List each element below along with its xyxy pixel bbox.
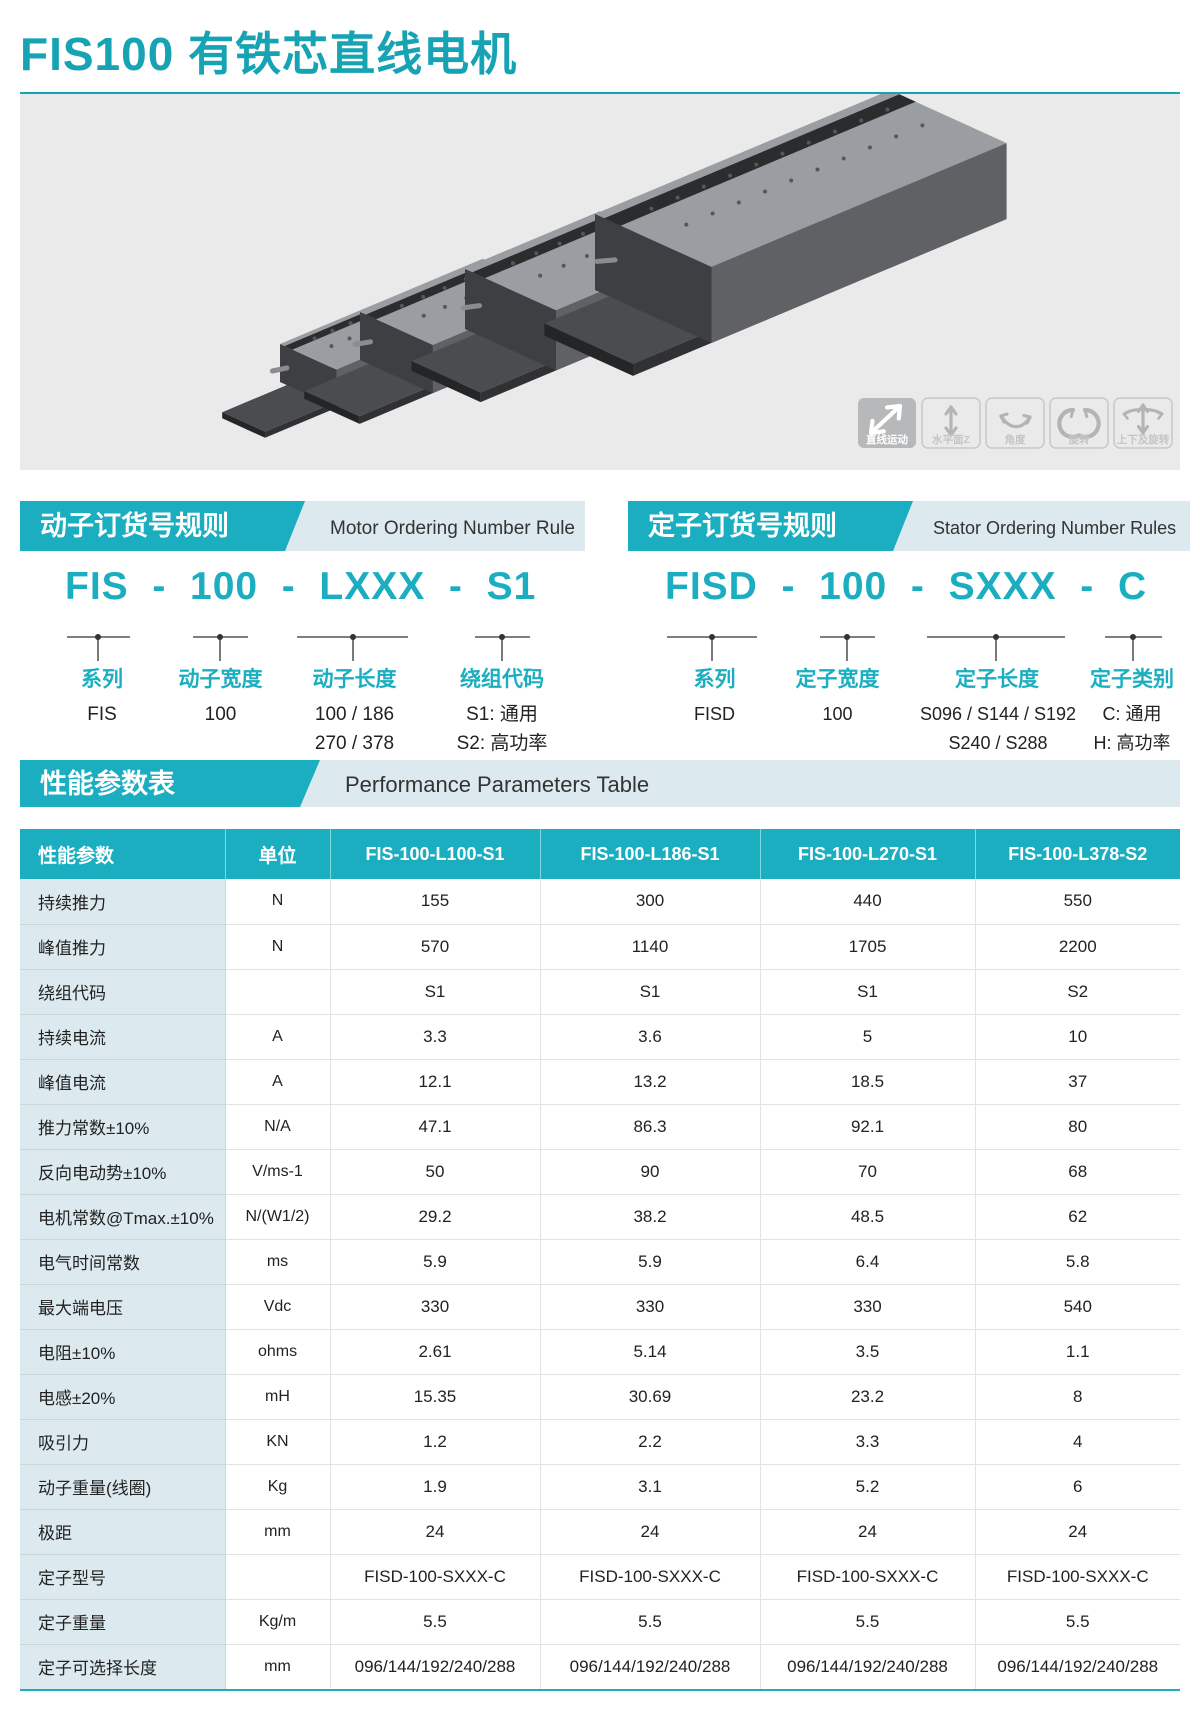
svg-text:上下及旋转: 上下及旋转 bbox=[1117, 433, 1170, 446]
svg-text:性能参数表: 性能参数表 bbox=[40, 768, 175, 799]
svg-text:定子订货号规则: 定子订货号规则 bbox=[648, 510, 837, 541]
svg-text:动子订货号规则: 动子订货号规则 bbox=[40, 510, 229, 541]
svg-text:Performance Parameters Table: Performance Parameters Table bbox=[345, 772, 649, 797]
svg-text:Stator Ordering Number Rules: Stator Ordering Number Rules bbox=[933, 518, 1176, 538]
svg-text:水平面Z: 水平面Z bbox=[931, 433, 970, 446]
svg-text:旋转: 旋转 bbox=[1068, 433, 1091, 446]
svg-text:Motor Ordering Number Rule: Motor Ordering Number Rule bbox=[330, 518, 575, 539]
svg-text:直线运动: 直线运动 bbox=[866, 433, 908, 446]
svg-text:角度: 角度 bbox=[1005, 433, 1027, 446]
